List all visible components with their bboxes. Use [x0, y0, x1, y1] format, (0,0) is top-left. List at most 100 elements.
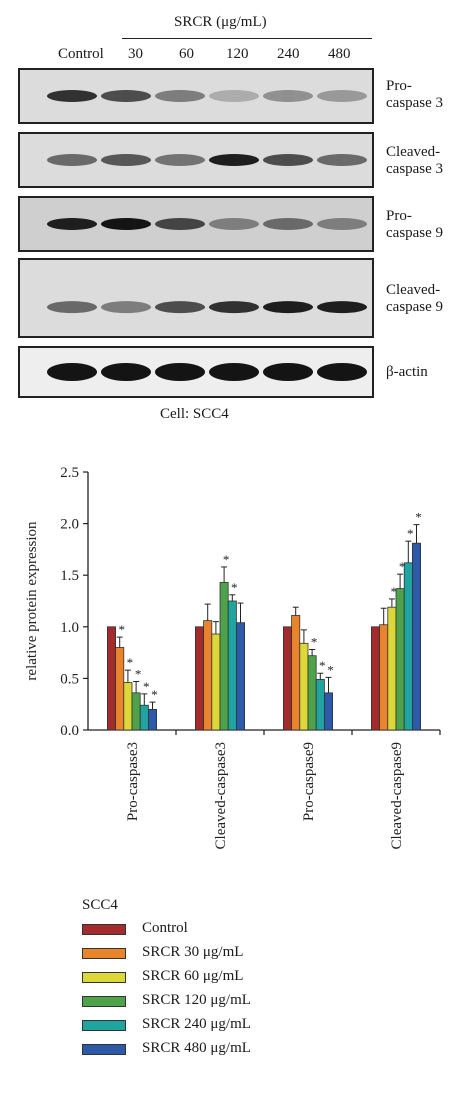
y-axis-label: relative protein expression [24, 521, 40, 681]
blot-band [47, 154, 97, 166]
legend-label: SRCR 120 μg/mL [142, 992, 251, 1008]
y-tick-label: 1.5 [60, 568, 79, 584]
blot-band [209, 90, 259, 102]
legend-swatch [82, 1020, 126, 1031]
blot-band [155, 218, 205, 230]
legend-swatch [82, 972, 126, 983]
blot-band [317, 218, 367, 230]
blot-background [20, 260, 372, 336]
blot-band [263, 218, 313, 230]
chart-bars [107, 524, 421, 731]
blot-panel-cleaved-caspase9 [18, 258, 374, 338]
panel-label-pro-caspase3: Pro- caspase 3 [386, 78, 444, 111]
blot-bands-3 [20, 260, 372, 336]
blot-band [47, 363, 97, 381]
legend-swatch [82, 924, 126, 935]
blot-band [263, 90, 313, 102]
blot-band [263, 154, 313, 166]
bar [203, 620, 213, 731]
significance-marker: * [391, 584, 398, 599]
significance-marker: * [151, 687, 158, 702]
treatment-header: SRCR (μg/mL) [174, 14, 267, 30]
legend-label: SRCR 240 μg/mL [142, 1016, 251, 1032]
legend-label: SRCR 30 μg/mL [142, 944, 244, 960]
bar [131, 692, 141, 731]
blot-band [317, 90, 367, 102]
bar-chart: 0.0 0.5 1.0 1.5 2.0 2.5 relative protein expre… [24, 465, 441, 849]
blot-band [317, 301, 367, 314]
bar [115, 647, 125, 731]
treatment-bracket [122, 38, 372, 39]
blot-band [209, 301, 259, 314]
x-tick-label: Pro-caspase9 [301, 742, 317, 821]
legend-label: SRCR 60 μg/mL [142, 968, 244, 984]
bar [291, 615, 301, 731]
lane-label-60: 60 [179, 46, 194, 62]
significance-marker: * [143, 679, 150, 694]
significance-marker: * [399, 559, 406, 574]
legend-swatch [82, 996, 126, 1007]
bar [379, 624, 389, 731]
bar [370, 626, 380, 731]
blot-band [101, 363, 151, 381]
y-tick-label: 0.5 [60, 671, 79, 687]
blot-bands-0 [20, 70, 372, 122]
legend-swatch [82, 948, 126, 959]
significance-marker: * [135, 666, 142, 681]
x-tick-label: Cleaved-caspase3 [213, 742, 229, 849]
bar [323, 692, 333, 731]
x-tick-label: Cleaved-caspase9 [389, 742, 405, 849]
blot-band [155, 90, 205, 102]
blot-band [209, 218, 259, 230]
blot-band [101, 301, 151, 314]
blot-band [155, 154, 205, 166]
blot-band [209, 363, 259, 381]
legend-swatch [82, 1044, 126, 1055]
panel-label-cleaved-caspase9: Cleaved- caspase 9 [386, 282, 444, 315]
blot-band [263, 301, 313, 314]
significance-marker: * [231, 580, 238, 595]
blot-band [47, 90, 97, 102]
bar [411, 542, 421, 731]
significance-marker: * [311, 635, 318, 650]
bar [139, 704, 149, 731]
bar [194, 626, 204, 731]
blot-panel-beta-actin [18, 346, 374, 398]
significance-marker: * [118, 622, 125, 637]
significance-marker: * [319, 658, 326, 673]
bar [299, 642, 309, 731]
blot-bands-2 [20, 198, 372, 250]
bar [211, 633, 221, 731]
panel-label-pro-caspase9: Pro- caspase 9 [386, 208, 444, 241]
legend-title: SCC4 [82, 897, 118, 913]
chart-labels: 0.0 0.5 1.0 1.5 2.0 2.5 relative protein expre… [24, 465, 422, 849]
bar [219, 582, 229, 731]
x-tick-label: Pro-caspase3 [125, 742, 141, 821]
blot-panel-cleaved-caspase3 [18, 132, 374, 188]
legend-label: Control [142, 920, 188, 936]
panel-label-beta-actin: β-actin [386, 364, 428, 380]
panel-label-cleaved-caspase3: Cleaved- caspase 3 [386, 144, 444, 177]
bar [107, 626, 117, 731]
lane-label-30: 30 [128, 46, 143, 62]
bar [123, 682, 133, 731]
blot-panel-pro-caspase3 [18, 68, 374, 124]
blot-band [155, 363, 205, 381]
blot-band [155, 301, 205, 314]
significance-marker: * [407, 526, 414, 541]
blot-panel-pro-caspase9 [18, 196, 374, 252]
y-tick-label: 0.0 [60, 723, 79, 739]
blot-band [47, 301, 97, 314]
bar [395, 588, 405, 731]
bar [315, 679, 325, 731]
blot-band [47, 218, 97, 230]
significance-marker: * [327, 662, 334, 677]
y-tick-label: 1.0 [60, 620, 79, 636]
bar [147, 708, 157, 731]
bar [282, 626, 292, 731]
lane-label-control: Control [58, 46, 104, 62]
blot-band [101, 218, 151, 230]
bar [307, 655, 317, 731]
blot-band [101, 90, 151, 102]
significance-marker: * [223, 552, 230, 567]
